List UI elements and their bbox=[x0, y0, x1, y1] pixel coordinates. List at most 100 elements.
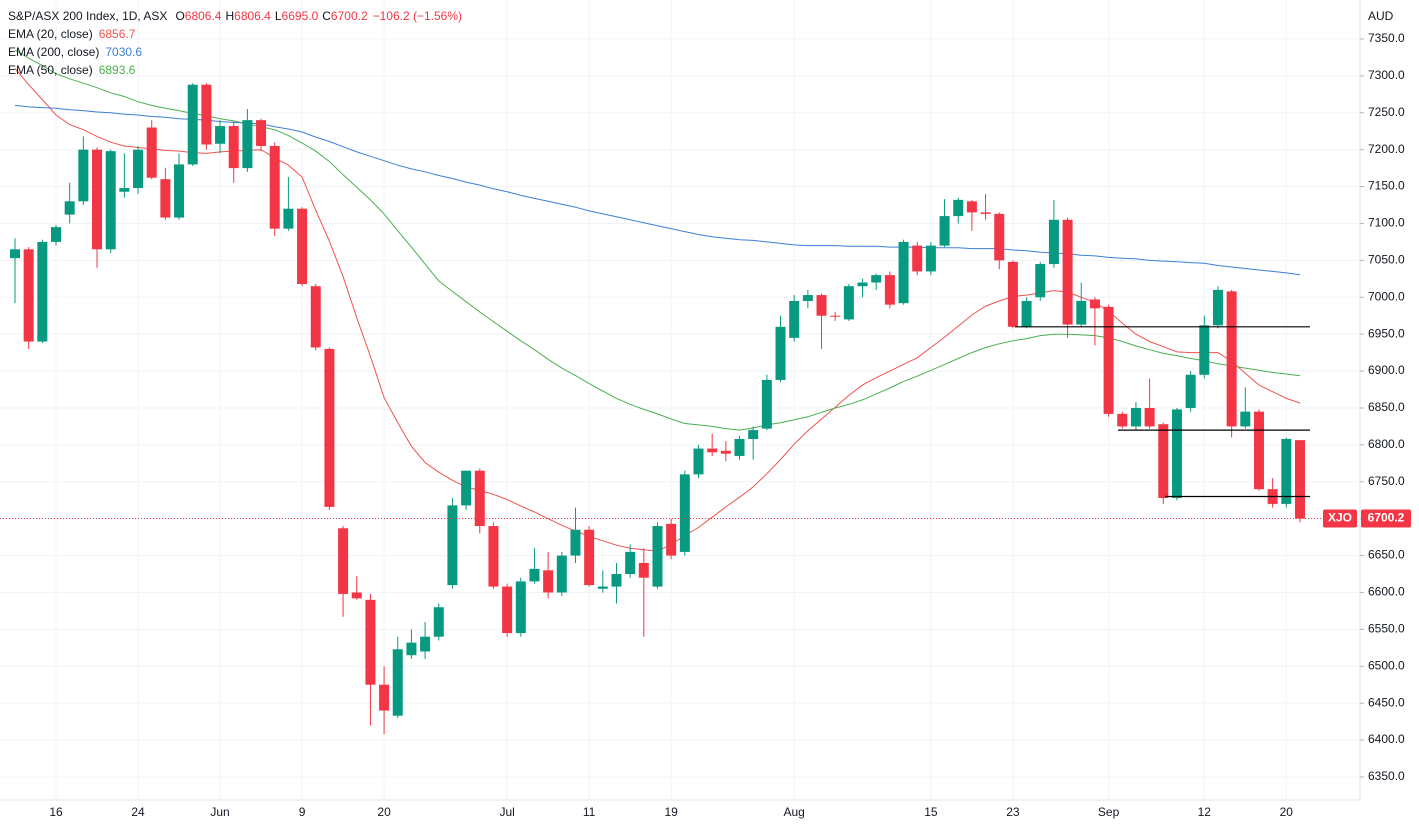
candle-body bbox=[1062, 219, 1073, 325]
y-tick-label: 6400.0 bbox=[1368, 732, 1405, 746]
candle-body bbox=[1144, 407, 1155, 427]
candle-body bbox=[611, 574, 622, 587]
ohlc-key: L bbox=[275, 9, 282, 23]
candle-body bbox=[556, 555, 567, 593]
candle-body bbox=[420, 636, 431, 652]
ohlc-key: C bbox=[322, 9, 331, 23]
candle-body bbox=[980, 212, 991, 214]
x-tick-label: Jul bbox=[499, 805, 514, 819]
price-label: 6700.2 bbox=[1368, 511, 1405, 525]
x-tick-label: Sep bbox=[1098, 805, 1120, 819]
candle-body bbox=[638, 562, 649, 578]
legend-value: 7030.6 bbox=[105, 45, 142, 59]
candle-body bbox=[707, 448, 718, 453]
ohlc-value: 6806.4 bbox=[234, 9, 271, 23]
legend-name: EMA (200, close) bbox=[8, 45, 99, 59]
candle-body bbox=[939, 216, 950, 246]
axes: 6350.0 6400.0 6450.0 6500.0 6550.0 6600.0 6650… bbox=[49, 31, 1411, 819]
grid bbox=[0, 0, 1360, 800]
candle-body bbox=[488, 526, 499, 587]
candle-body bbox=[379, 684, 390, 711]
candle-body bbox=[310, 286, 321, 348]
ohlc-key: O bbox=[175, 9, 184, 23]
change: −106.2 (−1.56%) bbox=[373, 9, 462, 23]
candle-body bbox=[174, 164, 185, 218]
y-tick-label: 6650.0 bbox=[1368, 548, 1405, 562]
candle-body bbox=[597, 586, 608, 589]
legend-name: EMA (50, close) bbox=[8, 63, 93, 77]
candle-body bbox=[10, 249, 20, 259]
ohlc-key: H bbox=[225, 9, 234, 23]
y-tick-label: 6550.0 bbox=[1368, 622, 1405, 636]
candle-body bbox=[994, 213, 1005, 261]
candle-body bbox=[242, 120, 253, 169]
legend-entry: EMA (20, close) 6856.7 bbox=[8, 27, 136, 41]
candle-body bbox=[392, 649, 403, 716]
candle-body bbox=[92, 149, 103, 250]
y-tick-label: 6750.0 bbox=[1368, 474, 1405, 488]
symbol-label: XJO bbox=[1328, 511, 1352, 525]
candle-body bbox=[37, 241, 48, 342]
candle-body bbox=[898, 241, 909, 304]
candle-body bbox=[160, 179, 171, 218]
currency: AUD bbox=[1368, 9, 1394, 23]
legend-value: 6893.6 bbox=[99, 63, 136, 77]
candle-body bbox=[461, 470, 472, 506]
candle-body bbox=[406, 642, 417, 656]
candle-body bbox=[338, 528, 349, 594]
candle-body bbox=[1171, 409, 1182, 499]
candle-body bbox=[1117, 413, 1128, 427]
candle-body bbox=[433, 607, 444, 637]
legend-header: S&P/ASX 200 Index, 1D, ASX O6806.4 H6806.4… bbox=[8, 9, 462, 23]
candle-body bbox=[1226, 291, 1237, 427]
candle-body bbox=[105, 151, 116, 250]
candle-body bbox=[857, 282, 868, 287]
candle-body bbox=[912, 245, 923, 272]
candle-body bbox=[802, 295, 813, 301]
y-tick-label: 7000.0 bbox=[1368, 289, 1405, 303]
candle-body bbox=[1130, 407, 1141, 427]
candle-body bbox=[843, 286, 854, 320]
candle-body bbox=[789, 300, 800, 338]
candle-body bbox=[761, 379, 772, 429]
candle-body bbox=[1253, 411, 1264, 490]
candle-body bbox=[584, 529, 595, 586]
y-tick-label: 6450.0 bbox=[1368, 695, 1405, 709]
y-tick-label: 6950.0 bbox=[1368, 326, 1405, 340]
candle-body bbox=[133, 149, 144, 189]
candle-body bbox=[543, 570, 554, 593]
candle-body bbox=[1240, 411, 1251, 427]
candle-body bbox=[187, 84, 198, 165]
y-tick-label: 6500.0 bbox=[1368, 658, 1405, 672]
x-tick-label: 11 bbox=[583, 805, 596, 819]
x-tick-label: 20 bbox=[1280, 805, 1294, 819]
x-tick-label: Aug bbox=[784, 805, 805, 819]
candle-body bbox=[269, 145, 280, 229]
y-tick-label: 7350.0 bbox=[1368, 31, 1405, 45]
candle-body bbox=[502, 586, 513, 634]
candle-body bbox=[1281, 438, 1292, 504]
candle-body bbox=[324, 348, 335, 507]
candle-body bbox=[925, 245, 936, 272]
candle-body bbox=[515, 581, 526, 634]
candle-body bbox=[228, 126, 239, 169]
candle-body bbox=[884, 275, 895, 305]
price-tag bbox=[1361, 509, 1411, 528]
y-tick-label: 7150.0 bbox=[1368, 179, 1405, 193]
x-tick-label: 19 bbox=[664, 805, 678, 819]
plot bbox=[0, 49, 1323, 735]
candle-body bbox=[119, 188, 130, 192]
candle-body bbox=[570, 529, 581, 556]
candle-body bbox=[1048, 219, 1059, 265]
symbol-tag bbox=[1323, 509, 1357, 528]
candle-body bbox=[1294, 440, 1305, 519]
y-tick-label: 6850.0 bbox=[1368, 400, 1405, 414]
candle-body bbox=[1212, 289, 1223, 326]
candle-body bbox=[64, 201, 75, 215]
candle-body bbox=[1089, 299, 1100, 309]
x-tick-label: 12 bbox=[1198, 805, 1212, 819]
x-tick-label: Jun bbox=[210, 805, 229, 819]
y-tick-label: 7050.0 bbox=[1368, 253, 1405, 267]
